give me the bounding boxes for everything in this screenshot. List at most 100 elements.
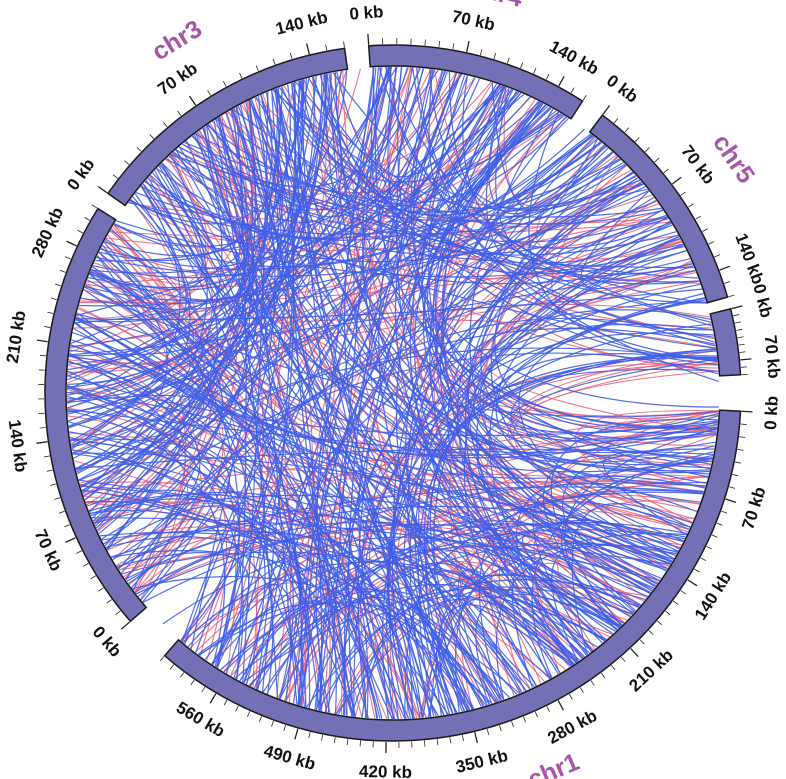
link-blue [384,66,693,275]
minor-tick [343,41,345,48]
link-blue [96,190,649,277]
chr5-band [588,114,729,304]
link-blue [490,171,675,560]
link-red [165,111,559,211]
minor-tick [449,737,452,744]
link-blue [528,112,718,359]
link-blue [100,247,240,668]
chr1-tick-label: 140 kb [691,568,735,623]
minor-tick [644,147,650,152]
major-tick [725,498,737,504]
link-blue [395,73,620,629]
link-blue [464,181,642,659]
major-tick [558,75,565,87]
link-blue [75,86,283,471]
link-blue [428,69,544,203]
chr4-tick-label: 0 kb [349,2,384,23]
minor-tick [461,734,464,742]
link-blue [96,255,713,473]
link-blue [68,199,187,365]
major-tick [120,621,131,630]
minor-tick [499,725,502,732]
chr2-tick-label: 70 kb [31,527,66,574]
chr3-label: chr3 [147,15,207,66]
link-blue [448,71,609,212]
link-blue [93,494,651,594]
minor-tick [634,137,640,142]
link-blue [103,241,718,454]
minor-tick [534,711,539,718]
link-blue [243,183,644,683]
link-blue [89,162,247,301]
link-blue [105,536,356,717]
minor-tick [680,191,686,196]
chr1-tick-label: 210 kb [625,645,677,695]
minor-tick [424,740,426,747]
chr2-tick-label: 140 kb [5,418,31,473]
minor-tick [739,436,746,438]
chr3-band [106,47,349,207]
link-blue [66,384,244,680]
minor-tick [163,122,168,128]
link-blue [293,67,375,704]
link-blue [479,220,717,442]
minor-tick [321,734,324,741]
major-tick [687,579,698,587]
link-red [67,272,697,375]
minor-tick [77,229,84,234]
minor-tick [600,672,606,679]
link-blue [407,151,613,695]
link-blue [312,76,514,206]
minor-tick [506,57,510,64]
minor-tick [620,656,626,662]
minor-tick [657,620,663,626]
link-blue [580,190,694,290]
minor-tick [55,283,61,287]
link-blue [292,80,356,717]
link-blue [213,120,279,698]
major-tick [672,176,682,185]
minor-tick [654,157,660,163]
link-blue [83,289,527,691]
minor-tick [359,740,361,747]
link-blue [378,67,719,382]
link-blue [550,418,718,626]
chr3-tick-label: 140 kb [274,8,330,39]
link-blue [66,386,625,624]
major-tick [557,700,564,711]
minor-tick [43,455,50,458]
link-blue [217,113,562,668]
link-blue [144,141,602,241]
link-blue [436,135,673,562]
minor-tick [54,497,61,500]
link-blue [100,142,603,270]
link-blue [491,82,599,212]
link-blue [429,595,585,717]
link-red [70,344,227,661]
minor-tick [90,575,96,580]
minor-tick [115,610,121,616]
link-blue [217,117,710,472]
link-red [103,526,304,701]
major-tick [731,305,743,310]
minor-tick [736,328,743,331]
link-blue [68,360,201,561]
link-blue [326,73,709,478]
major-tick [65,537,76,543]
link-blue [67,185,191,400]
minor-tick [680,590,686,595]
link-blue [69,352,354,717]
minor-tick [729,486,736,489]
minor-tick [688,203,694,208]
link-blue [90,491,521,694]
minor-tick [190,679,195,686]
link-blue [387,66,641,209]
link-blue [159,164,468,711]
minor-tick [546,706,550,712]
link-blue [426,106,712,465]
minor-tick [648,630,654,635]
link-red [130,198,258,689]
link-blue [187,553,369,719]
link-blue [67,91,519,371]
link-blue [68,271,203,428]
